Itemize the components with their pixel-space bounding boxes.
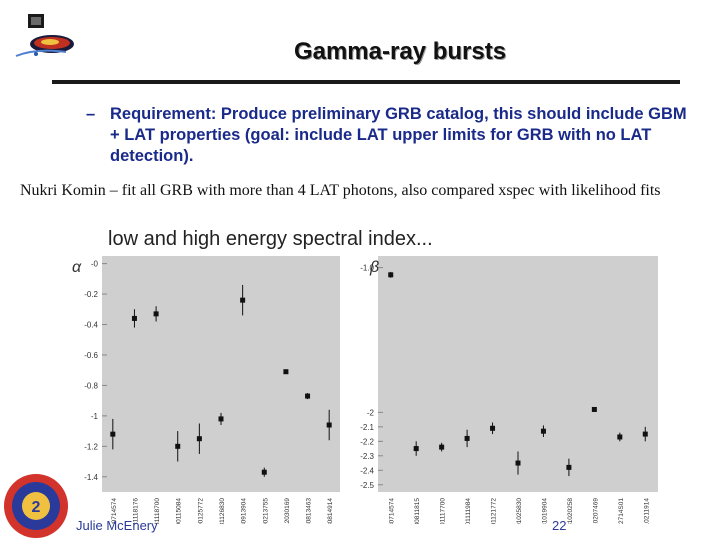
- data-point: [283, 369, 289, 375]
- y-tick-label: -0.8: [84, 381, 98, 390]
- category-label: GRB080912030169: [284, 498, 291, 524]
- category-label: GRB081126830: [219, 498, 226, 524]
- y-tick-label: -1.2: [84, 442, 98, 451]
- data-point: [131, 315, 137, 321]
- footer-page-number: 22: [552, 518, 567, 533]
- y-tick-label: -0.2: [84, 290, 98, 299]
- category-label: GRB080814914: [327, 498, 334, 524]
- category-label: GRB081118176: [132, 498, 139, 524]
- chart-panel-0: α -0 -0.2 -0.4 -0.6 -0.8 -1 -1.2 -1.4 GRB08071457…: [72, 256, 340, 545]
- svg-text:2: 2: [32, 499, 41, 516]
- category-label: GRB090125772: [197, 498, 204, 524]
- data-point: [218, 416, 224, 422]
- category-label: GRB08102714S01: [618, 498, 625, 524]
- data-point: [388, 272, 394, 278]
- data-point: [490, 425, 496, 431]
- axis-label: β: [369, 259, 379, 276]
- bullet-dash: –: [86, 105, 96, 123]
- category-label: GRB0810207469: [592, 498, 599, 524]
- data-point: [617, 434, 623, 440]
- slide-title: Gamma-ray bursts: [293, 38, 507, 65]
- data-point: [196, 436, 202, 442]
- requirement-bullet: – Requirement: Produce preliminary GRB c…: [86, 104, 696, 167]
- spectral-index-charts: α -0 -0.2 -0.4 -0.6 -0.8 -1 -1.2 -1.4 GRB08071457…: [72, 256, 658, 545]
- data-point: [110, 431, 116, 437]
- plot-title: low and high energy spectral index...: [108, 228, 433, 250]
- data-point: [566, 464, 572, 470]
- category-label: GRB081118700: [154, 498, 161, 524]
- data-point: [413, 446, 419, 452]
- data-point: [175, 443, 181, 449]
- title-divider: [52, 80, 680, 84]
- y-tick-label: -0.6: [84, 351, 98, 360]
- y-tick-label: -1.0: [360, 264, 374, 273]
- category-label: GRB080714574: [111, 498, 118, 524]
- y-tick-label: -2.1: [360, 423, 374, 432]
- data-point: [305, 393, 311, 399]
- data-point: [464, 435, 470, 441]
- chart-panel-1: β-1.0 -2 -2.1 -2.2 -2.3 -2.4 -2.5 GRB080714574 G…: [360, 256, 658, 545]
- category-label: GRB0801025830: [516, 498, 523, 524]
- data-point: [642, 431, 648, 437]
- y-tick-label: -2.3: [360, 452, 374, 461]
- data-point: [540, 428, 546, 434]
- data-point: [261, 469, 267, 475]
- category-label: GRB0801117700: [440, 498, 447, 524]
- y-tick-label: -0: [91, 260, 99, 269]
- y-tick-label: -1.4: [84, 473, 98, 482]
- spectral-index-figure: low and high energy spectral index... α-…: [58, 226, 666, 545]
- data-point: [439, 444, 445, 450]
- data-point: [240, 297, 246, 303]
- y-tick-label: -2.2: [360, 437, 374, 446]
- data-point: [591, 406, 597, 412]
- category-label: GRB080811815: [414, 498, 421, 524]
- footer-author: Julie McEnery: [76, 518, 158, 533]
- plot-area: [102, 256, 340, 492]
- category-label: GRB080813463: [306, 498, 313, 524]
- category-label: GRB081020258: [567, 498, 574, 524]
- data-challenge-badge: 2: [0, 462, 72, 540]
- category-label: GRB090213755: [262, 498, 269, 524]
- category-label: GRB0801111984: [465, 498, 472, 524]
- category-label: GRB080714574: [389, 498, 396, 524]
- y-tick-label: -2.5: [360, 481, 374, 490]
- category-label: GRB090115084: [176, 498, 183, 524]
- data-point: [153, 311, 159, 317]
- data-point: [515, 460, 521, 466]
- glast-logo: [6, 8, 78, 66]
- y-tick-label: -0.4: [84, 321, 98, 330]
- category-label: GRB0810211914: [643, 498, 650, 524]
- y-tick-label: -1: [91, 412, 99, 421]
- requirement-text: Requirement: Produce preliminary GRB cat…: [110, 105, 687, 165]
- y-tick-label: -2: [367, 408, 375, 417]
- y-tick-label: -2.4: [360, 466, 374, 475]
- category-label: GRB081019904: [541, 498, 548, 524]
- category-label: GRB080913904: [241, 498, 248, 524]
- note-text: Nukri Komin – fit all GRB with more than…: [20, 182, 661, 199]
- category-label: GRB0801121772: [491, 498, 498, 524]
- axis-label: α: [72, 259, 82, 276]
- data-point: [326, 422, 332, 428]
